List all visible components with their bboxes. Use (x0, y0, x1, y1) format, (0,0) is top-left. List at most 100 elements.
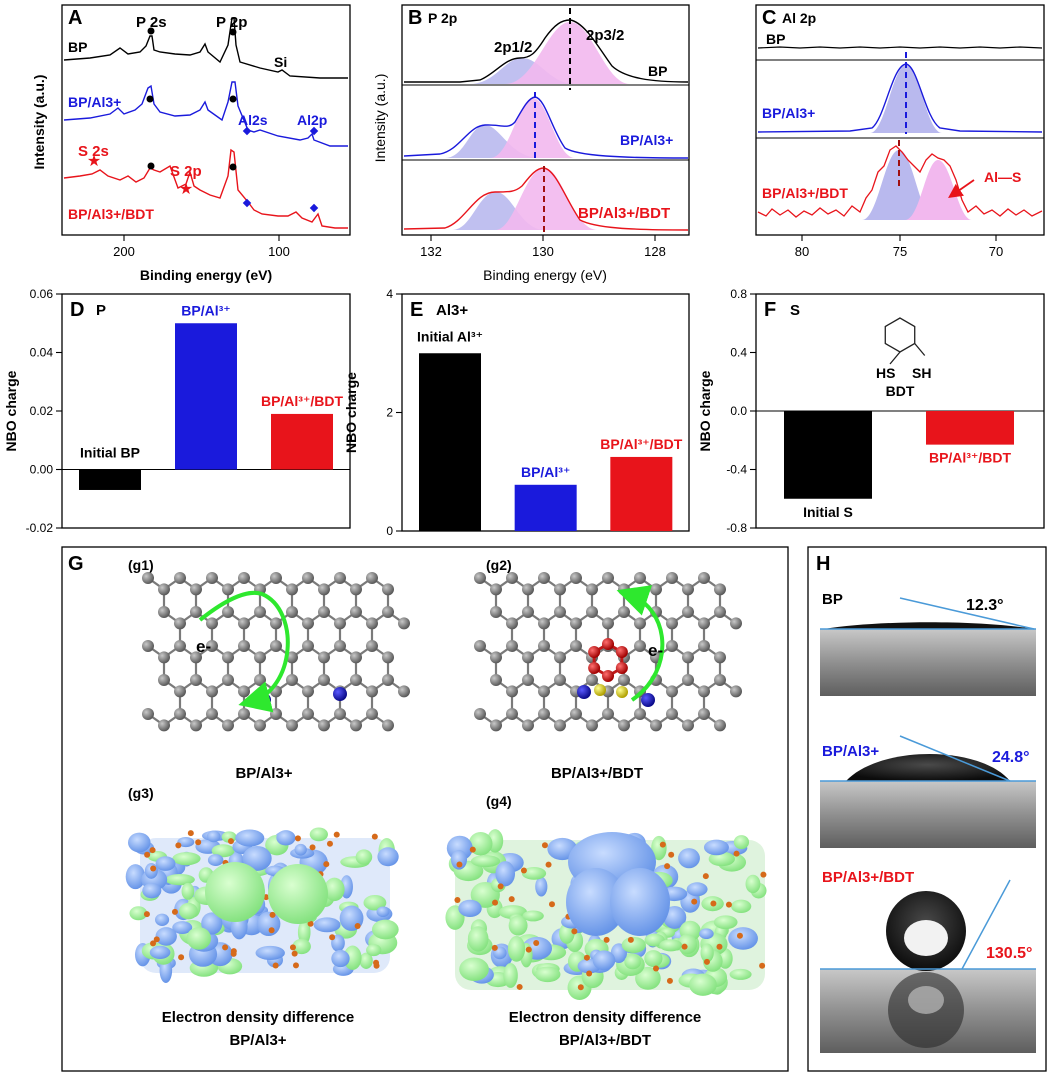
panel-g1-label: (g1) (128, 557, 154, 573)
panel-c-spectrum-bp (757, 46, 1043, 49)
panel-g2-electron: e- (648, 641, 663, 660)
density-map-bp-al-bdt (445, 829, 767, 1000)
panel-a-label-p2s: P 2s (136, 14, 167, 31)
ytick-label: 0.0 (730, 404, 747, 418)
panel-b-spectrum-bp-al-bdt (403, 167, 689, 231)
panel-h-frame (807, 546, 1047, 1072)
panel-c-tick-70: 70 (989, 244, 1003, 259)
sulfur-atom (616, 686, 628, 698)
panel-b-tick-132: 132 (420, 244, 442, 259)
bar-label-d-0: Initial BP (80, 445, 140, 461)
bar-label-f-1: BP/Al³⁺/BDT (929, 450, 1012, 466)
bar-label-e-1: BP/Al³⁺ (521, 464, 570, 480)
bdt-label-name: BDT (886, 383, 915, 399)
panel-g2-label: (g2) (486, 557, 512, 573)
bdt-molecule: HS SH BDT (876, 317, 931, 399)
bp-al-bdt-structure (474, 572, 742, 732)
electron-transfer-arrow-g2 (616, 585, 665, 702)
panel-a-spectrum-bp-al-bdt (63, 148, 348, 229)
panel-g1-caption: BP/Al3+ (235, 765, 292, 782)
panel-g4-caption-line2: BP/Al3+/BDT (559, 1032, 651, 1049)
ytick-label: 4 (386, 287, 393, 301)
al-atom (577, 685, 591, 699)
panel-h-label-bp: BP (822, 591, 843, 608)
ytick-label: 0.04 (30, 346, 54, 360)
panel-a-series-bp-al-bdt: BP/Al3+/BDT (68, 206, 154, 222)
panel-g2-caption: BP/Al3+/BDT (551, 765, 643, 782)
panel-g1-electron: e- (196, 637, 211, 656)
panel-a-spectrum-bp-al (63, 81, 348, 147)
panel-b-series-bp-al: BP/Al3+ (620, 132, 673, 148)
panel-b-tick-128: 128 (644, 244, 666, 259)
density-map-bp-al (125, 827, 399, 984)
panel-a-ylabel: Intensity (a.u.) (31, 75, 47, 170)
al-atom (333, 687, 347, 701)
panel-g: G (g1) (g2) (g3) (g4) e- e- BP/Al3+ BP/A… (61, 546, 789, 1072)
panel-e-letter: E (410, 299, 423, 321)
electron-transfer-arrow-g1 (238, 592, 290, 713)
ytick-label: 0.4 (730, 346, 747, 360)
panel-a-tick-100: 100 (268, 244, 290, 259)
panel-a-label-si: Si (274, 54, 287, 70)
panel-c-label-al-s: Al—S (984, 169, 1021, 185)
panel-c-tick-80: 80 (795, 244, 809, 259)
bar-label-d-2: BP/Al³⁺/BDT (261, 393, 344, 409)
panel-a-series-bp-al: BP/Al3+ (68, 94, 121, 110)
panel-b-frame (401, 4, 690, 236)
panel-b-series-bp: BP (648, 63, 667, 79)
panel-f-ylabel: NBO charge (697, 370, 713, 451)
panel-a-xlabel: Binding energy (eV) (140, 267, 272, 283)
panel-h-angle-bp-al-bdt: 130.5° (986, 945, 1032, 962)
panel-a-series-bp: BP (68, 39, 87, 55)
panel-a-tick-200: 200 (113, 244, 135, 259)
panel-a-frame (61, 4, 351, 236)
ytick-label: -0.8 (726, 521, 747, 535)
bdt-label-hs: HS (876, 365, 895, 381)
svg-text:★: ★ (87, 153, 101, 170)
bar-f-1 (926, 411, 1014, 445)
bar-d-2 (271, 413, 333, 470)
ytick-label: -0.4 (726, 463, 747, 477)
panel-f-letter: F (764, 299, 776, 321)
panel-a: A 200 100 Binding energy (eV) Intensity … (31, 4, 351, 283)
panel-b-spectrum-bp-al (403, 96, 689, 159)
bar-label-d-1: BP/Al³⁺ (181, 302, 230, 318)
panel-g3-caption-line2: BP/Al3+ (229, 1032, 286, 1049)
panel-g3-caption-line1: Electron density difference (162, 1009, 355, 1026)
bar-label-f-0: Initial S (803, 504, 853, 520)
panel-b: B P 2p 132 130 128 Binding energy (eV) I… (372, 4, 690, 283)
bar-e-2 (610, 456, 673, 531)
panel-c-series-bp-al: BP/Al3+ (762, 105, 815, 121)
panel-b-spectrum-bp (404, 19, 689, 83)
panel-a-label-s2s: S 2s (78, 143, 109, 160)
panel-b-label-2p12: 2p1/2 (494, 39, 532, 56)
panel-c-spectrum-bp-al-bdt (757, 145, 1043, 218)
panel-b-ylabel: Intensity (a.u.) (372, 74, 388, 163)
panel-g-letter: G (68, 553, 84, 575)
panel-f-title: S (790, 302, 800, 319)
ytick-label: 0.8 (730, 287, 747, 301)
panel-c-tick-75: 75 (893, 244, 907, 259)
bar-d-1 (175, 323, 237, 470)
bar-label-e-2: BP/Al³⁺/BDT (600, 436, 683, 452)
panel-c-letter: C (762, 7, 776, 29)
panel-h-angle-bp: 12.3° (966, 597, 1004, 614)
bar-f-0 (784, 411, 872, 499)
panel-d-ylabel: NBO charge (3, 370, 19, 451)
ytick-label: -0.02 (26, 521, 54, 535)
panel-b-title: P 2p (428, 10, 457, 26)
panel-b-letter: B (408, 7, 422, 29)
panel-e-title: Al3+ (436, 302, 468, 319)
al-atom (641, 693, 655, 707)
ytick-label: 0.06 (30, 287, 54, 301)
sulfur-atom (594, 684, 606, 696)
panel-c-title: Al 2p (782, 10, 816, 26)
panel-h-letter: H (816, 553, 830, 575)
bdt-label-sh: SH (912, 365, 931, 381)
panel-b-label-2p32: 2p3/2 (586, 27, 624, 44)
bar-label-e-0: Initial Al³⁺ (417, 328, 483, 344)
panel-h-label-bp-al-bdt: BP/Al3+/BDT (822, 869, 914, 886)
panel-a-label-p2p: P 2p (216, 14, 247, 31)
